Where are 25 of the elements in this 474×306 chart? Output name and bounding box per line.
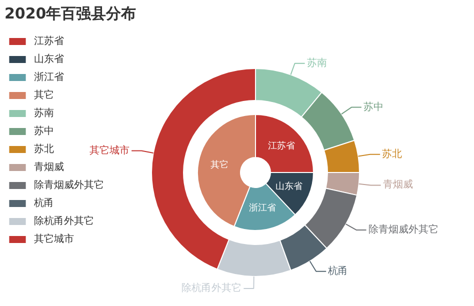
legend-label: 浙江省 xyxy=(34,70,64,84)
slice-label: 除青烟威外其它 xyxy=(368,223,438,236)
slice-label: 苏中 xyxy=(363,100,384,113)
slice-label: 苏南 xyxy=(306,56,327,69)
slice-label: 山东省 xyxy=(276,180,302,192)
legend-label: 苏南 xyxy=(34,106,54,120)
legend-label: 江苏省 xyxy=(34,34,64,48)
slice-label: 除杭甬外其它 xyxy=(182,282,242,294)
slice-label: 青烟威 xyxy=(382,178,413,191)
slice-label: 其它城市 xyxy=(90,144,130,156)
slice-label: 江苏省 xyxy=(268,140,295,152)
chart-title: 2020年百强县分布 xyxy=(4,4,136,22)
legend-label: 除青烟威外其它 xyxy=(34,178,104,192)
legend-label: 其它 xyxy=(34,88,54,102)
slice-label: 苏北 xyxy=(382,148,402,160)
slice-label: 杭甬 xyxy=(327,264,348,277)
legend-label: 苏中 xyxy=(34,124,54,138)
slice-label: 浙江省 xyxy=(248,202,276,214)
legend-label: 杭甬 xyxy=(34,196,54,210)
slice-label: 其它 xyxy=(210,160,229,171)
legend-label: 山东省 xyxy=(34,52,64,66)
legend-label: 其它城市 xyxy=(34,232,74,246)
legend-label: 苏北 xyxy=(34,142,54,156)
legend-label: 青烟威 xyxy=(34,160,64,174)
legend-label: 除杭甬外其它 xyxy=(34,214,94,228)
